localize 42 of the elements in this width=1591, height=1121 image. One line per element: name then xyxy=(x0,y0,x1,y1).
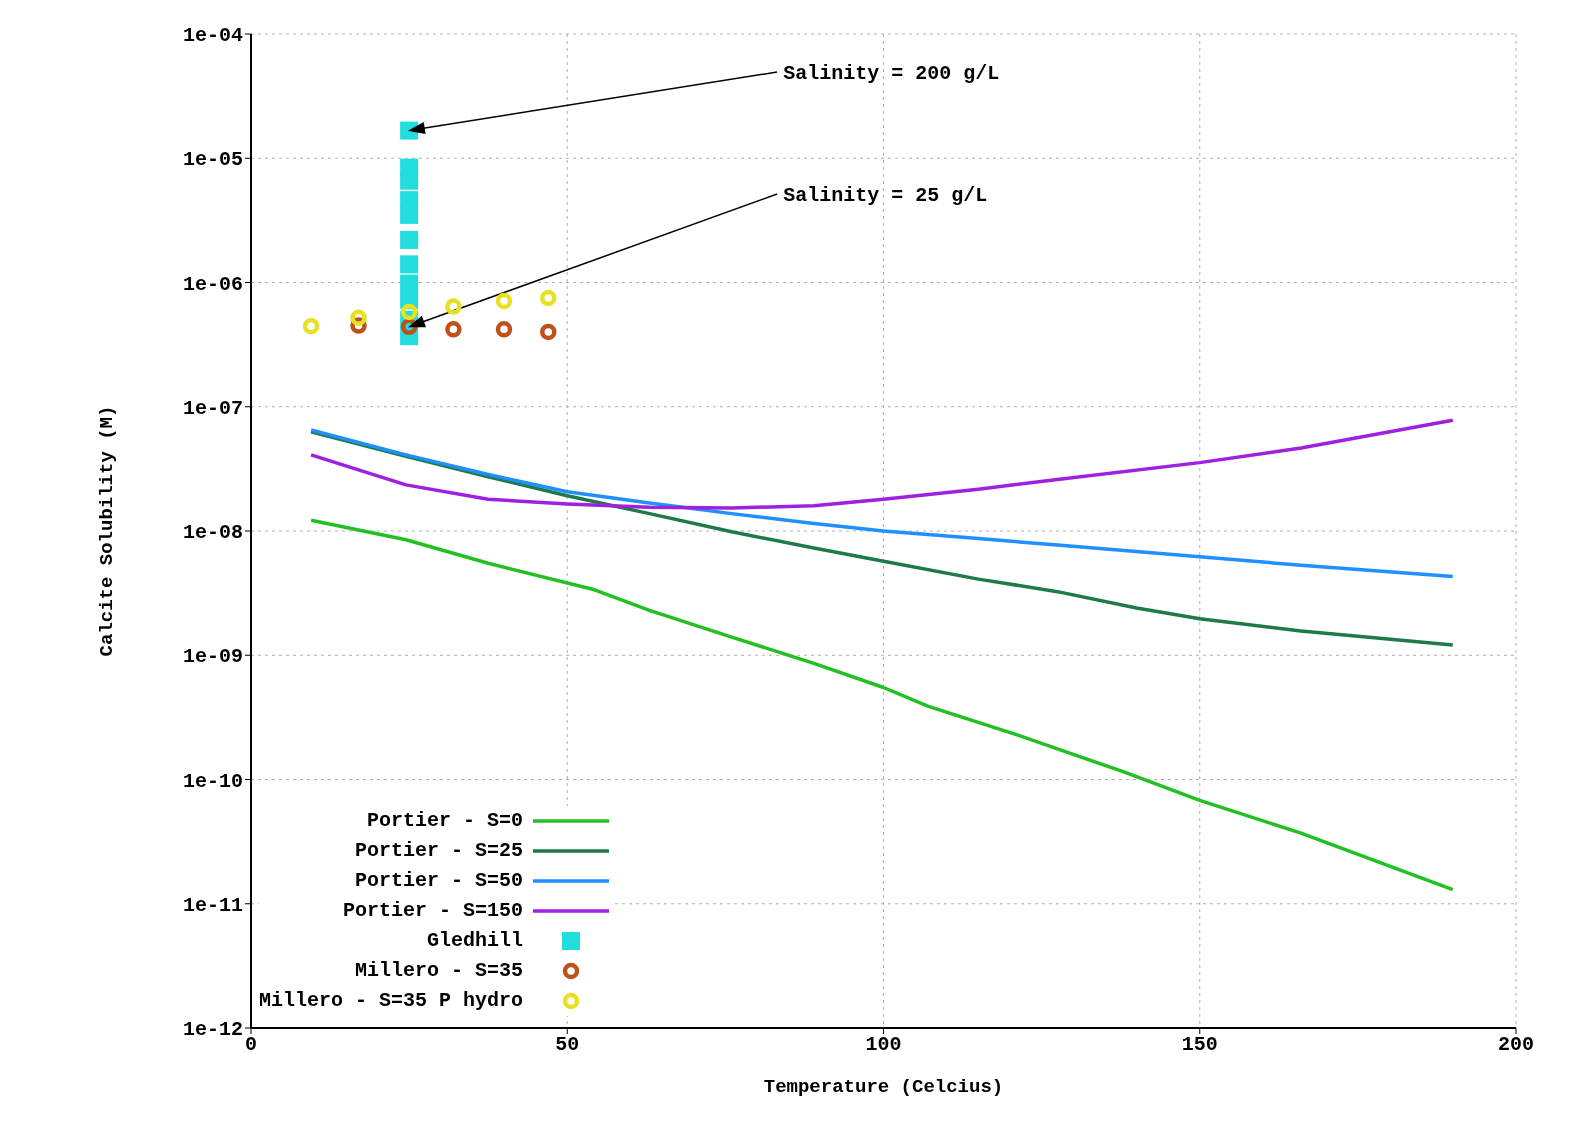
legend-label: Gledhill xyxy=(427,928,524,954)
point xyxy=(400,318,418,336)
line-series xyxy=(309,418,1455,510)
x-tick-label: 50 xyxy=(555,1033,580,1057)
annotation: Salinity = 200 g/L xyxy=(783,62,1000,85)
point xyxy=(540,289,557,307)
point xyxy=(350,309,367,327)
x-tick-label: 0 xyxy=(244,1033,258,1057)
y-tick-label: 1e-09 xyxy=(182,645,243,669)
point xyxy=(445,321,462,338)
point xyxy=(400,255,419,274)
y-tick-label: 1e-05 xyxy=(182,148,243,172)
y-tick-label: 1e-07 xyxy=(182,396,243,420)
legend-label: Portier - S=0 xyxy=(367,808,524,834)
point xyxy=(540,323,557,341)
y-tick-label: 1e-04 xyxy=(182,24,243,48)
point xyxy=(400,171,419,190)
y-tick-label: 1e-08 xyxy=(182,521,243,545)
y-tick-label: 1e-11 xyxy=(182,893,243,917)
point xyxy=(400,303,418,321)
point xyxy=(400,230,419,249)
annotation: Salinity = 25 g/L xyxy=(783,184,988,207)
point xyxy=(495,321,513,338)
x-tick-label: 200 xyxy=(1497,1033,1535,1057)
point xyxy=(495,292,513,310)
legend-label: Portier - S=25 xyxy=(355,838,524,864)
point xyxy=(400,205,419,224)
y-tick-label: 1e-12 xyxy=(182,1018,243,1042)
legend-label: Millero - S=35 P hydro xyxy=(259,988,524,1014)
y-tick-label: 1e-06 xyxy=(182,272,243,296)
x-tick-label: 100 xyxy=(865,1033,902,1057)
line-series xyxy=(309,518,1455,892)
x-tick-label: 150 xyxy=(1181,1033,1218,1057)
y-tick-label: 1e-10 xyxy=(182,769,243,793)
line-series xyxy=(309,428,1455,579)
y-axis-title: Calcite Solubility (M) xyxy=(95,405,118,657)
x-axis-title: Temperature (Celcius) xyxy=(763,1076,1004,1098)
legend-label: Millero - S=35 xyxy=(355,958,524,984)
legend-label: Portier - S=50 xyxy=(355,868,524,894)
point xyxy=(302,317,320,335)
legend-label: Portier - S=150 xyxy=(343,898,524,924)
point xyxy=(445,298,462,315)
